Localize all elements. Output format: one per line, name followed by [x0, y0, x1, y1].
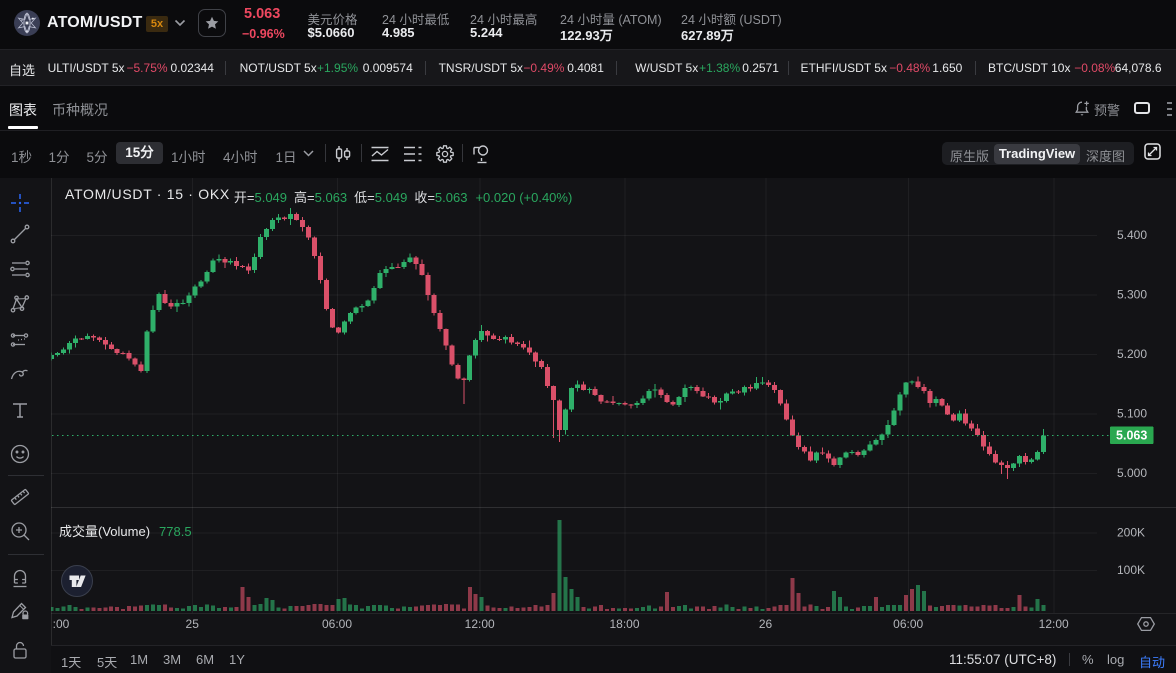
- svg-text:5.200: 5.200: [1117, 347, 1147, 361]
- svg-text:200K: 200K: [1117, 526, 1145, 540]
- svg-text:25: 25: [186, 617, 200, 631]
- svg-text:06:00: 06:00: [322, 617, 352, 631]
- svg-text:5.063: 5.063: [1116, 429, 1147, 443]
- svg-text:5.100: 5.100: [1117, 407, 1147, 421]
- svg-text::00: :00: [53, 617, 70, 631]
- svg-text:5.000: 5.000: [1117, 466, 1147, 480]
- svg-text:18:00: 18:00: [609, 617, 639, 631]
- svg-text:5.300: 5.300: [1117, 288, 1147, 302]
- svg-text:12:00: 12:00: [465, 617, 495, 631]
- svg-text:06:00: 06:00: [893, 617, 923, 631]
- svg-text:26: 26: [759, 617, 773, 631]
- svg-text:12:00: 12:00: [1039, 617, 1069, 631]
- svg-text:100K: 100K: [1117, 563, 1145, 577]
- svg-text:5.400: 5.400: [1117, 228, 1147, 242]
